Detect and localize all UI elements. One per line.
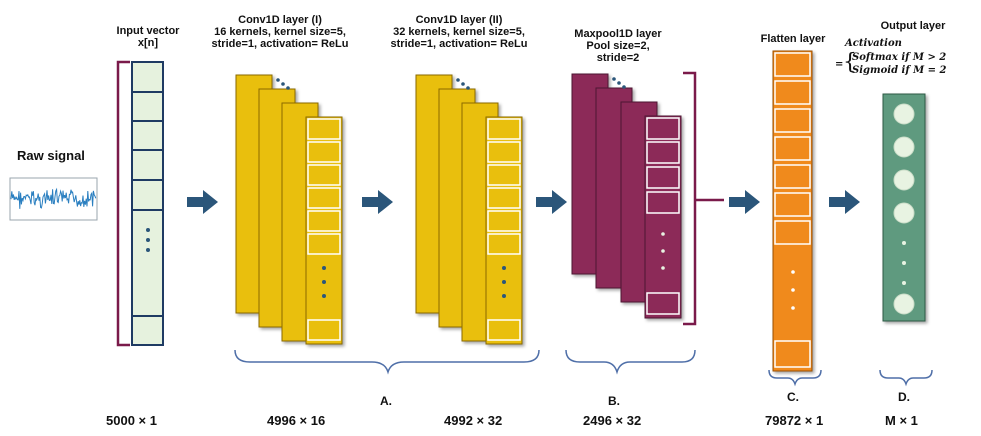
maxpool1d-layer-cells [646, 117, 680, 315]
bracket-a [234, 349, 540, 375]
activation-equals: = [835, 59, 844, 70]
bracket-a-label: A. [380, 394, 392, 408]
raw-signal-plot [9, 177, 98, 221]
conv2-dimension: 4992 × 32 [444, 413, 503, 428]
conv2-title: Conv1D layer (II) 32 kernels, kernel siz… [374, 14, 544, 50]
arrow-5 [829, 190, 860, 214]
bracket-b [565, 349, 696, 375]
activation-brace: { [843, 50, 857, 75]
conv1d-layer-2 [415, 74, 523, 345]
sigmoid-rule: Sigmoid if M = 2 [852, 65, 947, 76]
flatten-layer-cells [774, 52, 811, 368]
bracket-d [879, 369, 933, 387]
bracket-d-label: D. [898, 390, 910, 404]
input-title-line-1: Input vector [116, 25, 180, 37]
arrow-1 [187, 190, 218, 214]
bracket-b-label: B. [608, 394, 620, 408]
conv1-title-line-2: 16 kernels, kernel size=5, [214, 26, 346, 38]
input-bracket [116, 60, 130, 347]
raw-signal-label: Raw signal [17, 148, 85, 163]
arrow-4 [729, 190, 760, 214]
output-nodes [893, 103, 915, 315]
flatten-dimension: 79872 × 1 [765, 413, 824, 428]
maxpool1d-layer [571, 73, 682, 319]
input-vector-title: Input vector x[n] [100, 25, 196, 49]
maxpool-title-line-3: stride=2 [596, 52, 640, 64]
pool-right-bracket [683, 71, 724, 326]
conv1d-layer-1-cells [307, 118, 341, 341]
pool-dimension: 2496 × 32 [583, 413, 642, 428]
flatten-title: Flatten layer [760, 33, 826, 45]
softmax-rule: Softmax if M > 2 [852, 52, 947, 63]
conv1-dimension: 4996 × 16 [267, 413, 326, 428]
output-dimension: M × 1 [885, 413, 918, 428]
maxpool-title-line-1: Maxpool1D layer [574, 28, 662, 40]
flow-arrows [187, 190, 860, 214]
maxpool-title-line-2: Pool size=2, [586, 40, 650, 52]
conv2-title-line-3: stride=1, activation= ReLu [390, 38, 528, 50]
conv1d-layer-1 [235, 74, 343, 345]
arrow-2 [362, 190, 393, 214]
conv1-title-line-1: Conv1D layer (I) [238, 14, 322, 26]
output-title: Output layer [880, 20, 946, 32]
conv1d-layer-2-cells [487, 118, 521, 341]
input-title-line-2: x[n] [137, 37, 159, 49]
input-dimension: 5000 × 1 [106, 413, 157, 428]
conv1-title: Conv1D layer (I) 16 kernels, kernel size… [195, 14, 365, 50]
bottom-brackets [234, 349, 933, 387]
conv2-title-line-2: 32 kernels, kernel size=5, [393, 26, 525, 38]
activation-label: Activation [845, 38, 902, 49]
input-vector [131, 61, 164, 346]
conv2-title-line-1: Conv1D layer (II) [415, 14, 503, 26]
maxpool-title: Maxpool1D layer Pool size=2, stride=2 [563, 28, 673, 64]
bracket-c-label: C. [787, 390, 799, 404]
conv1-title-line-3: stride=1, activation= ReLu [211, 38, 349, 50]
flatten-layer [772, 50, 813, 372]
arrow-3 [536, 190, 567, 214]
bracket-c [768, 369, 822, 387]
